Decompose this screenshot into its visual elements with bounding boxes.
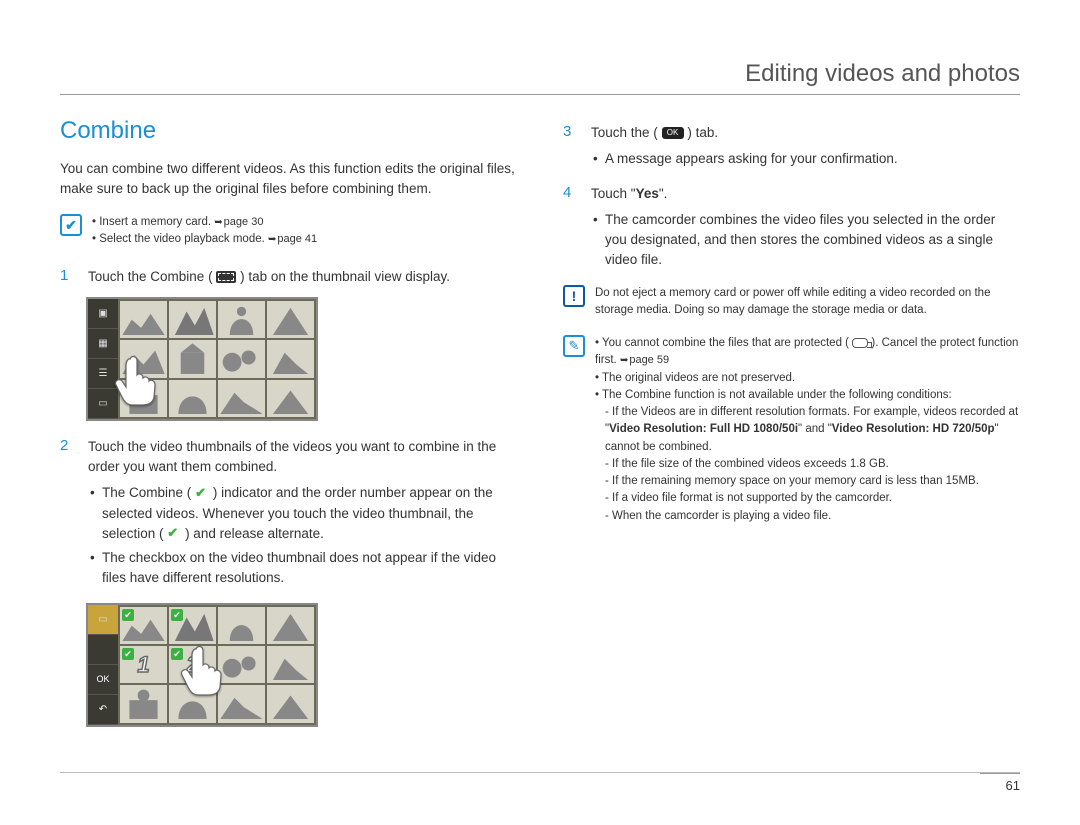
thumb-grid: ✔ ✔ ✔ 1 ✔ 2 <box>118 605 316 725</box>
info-note-item: The Combine function is not available un… <box>595 387 1020 404</box>
info-note-subitem: When the camcorder is playing a video fi… <box>605 508 1020 525</box>
step-number: 2 <box>60 437 76 593</box>
prep-note-item: Select the video playback mode. page 41 <box>92 231 317 248</box>
thumbnail-display-2: ▭ OK ↶ ✔ ✔ ✔ 1 ✔ 2 <box>86 603 318 727</box>
info-note-item: The original videos are not preserved. <box>595 370 1020 387</box>
combine-icon <box>216 271 236 283</box>
thumb-cell: ✔ <box>169 607 216 644</box>
thumb-cell <box>218 607 265 644</box>
thumb-cell <box>218 685 265 722</box>
selection-check-icon: ✔ <box>122 609 134 621</box>
thumb-cell <box>169 340 216 377</box>
info-note-list: You cannot combine the files that are pr… <box>595 335 1020 525</box>
left-column: Combine You can combine two different vi… <box>60 117 517 743</box>
footer-rule <box>60 772 1020 773</box>
step-bullets: A message appears asking for your confir… <box>591 149 1020 169</box>
manual-page: Editing videos and photos Combine You ca… <box>0 0 1080 825</box>
thumb-cell <box>169 301 216 338</box>
content-columns: Combine You can combine two different vi… <box>60 117 1020 743</box>
thumbnail-display-1: ▣ ▦ ☰ ▭ <box>86 297 318 421</box>
thumb-cell <box>267 646 314 683</box>
thumb-cell <box>267 380 314 417</box>
right-column: 3 Touch the ( ) tab. A message appears a… <box>563 117 1020 743</box>
sidebar-ok-button: OK <box>88 665 118 695</box>
page-number: 61 <box>980 773 1020 793</box>
step-4: 4 Touch "Yes". The camcorder combines th… <box>563 184 1020 275</box>
info-note-item: You cannot combine the files that are pr… <box>595 335 1020 370</box>
page-ref: page 30 <box>214 216 263 228</box>
warning-text: Do not eject a memory card or power off … <box>595 285 1020 320</box>
bullet-item: The checkbox on the video thumbnail does… <box>88 548 517 589</box>
header: Editing videos and photos <box>60 60 1020 95</box>
step-number: 1 <box>60 267 76 287</box>
step-number: 3 <box>563 123 579 174</box>
thumb-cell-selected: ✔ 2 <box>169 646 216 683</box>
step-3: 3 Touch the ( ) tab. A message appears a… <box>563 123 1020 174</box>
info-note-subitem: If the file size of the combined videos … <box>605 456 1020 473</box>
thumb-cell <box>120 380 167 417</box>
sidebar-photo-icon: ▦ <box>88 329 118 359</box>
thumb-cell-selected: ✔ 1 <box>120 646 167 683</box>
thumb-cell <box>267 301 314 338</box>
check-icon: ✔ <box>60 214 82 236</box>
prep-note-item: Insert a memory card. page 30 <box>92 214 317 231</box>
sidebar-film-icon: ☰ <box>88 359 118 389</box>
selection-order: 1 <box>120 646 167 683</box>
bullet-item: The camcorder combines the video files y… <box>591 210 1020 271</box>
thumb-cell: ✔ <box>120 607 167 644</box>
sidebar-back-button: ↶ <box>88 695 118 725</box>
thumb-sidebar: ▣ ▦ ☰ ▭ <box>88 299 118 419</box>
step-1: 1 Touch the Combine ( ) tab on the thumb… <box>60 267 517 287</box>
step-2: 2 Touch the video thumbnails of the vide… <box>60 437 517 593</box>
intro-text: You can combine two different videos. As… <box>60 159 517 198</box>
key-icon <box>852 338 868 348</box>
step-number: 4 <box>563 184 579 275</box>
green-check-icon <box>167 527 181 541</box>
info-note-subitem: If the remaining memory space on your me… <box>605 473 1020 490</box>
green-check-icon <box>195 487 209 501</box>
thumb-cell <box>218 301 265 338</box>
thumb-cell <box>267 685 314 722</box>
info-note-subitem: If the Videos are in different resolutio… <box>605 404 1020 456</box>
thumb-grid <box>118 299 316 419</box>
warning-box: ! Do not eject a memory card or power of… <box>563 285 1020 320</box>
info-note-box: ✎ You cannot combine the files that are … <box>563 335 1020 525</box>
warning-icon: ! <box>563 285 585 307</box>
thumb-cell <box>267 607 314 644</box>
thumb-cell <box>120 340 167 377</box>
ok-icon <box>662 127 684 139</box>
sidebar-combine-icon: ▭ <box>88 389 118 419</box>
prep-note-box: ✔ Insert a memory card. page 30 Select t… <box>60 214 517 249</box>
step-body: Touch the video thumbnails of the videos… <box>88 437 517 593</box>
step-bullets: The Combine ( ) indicator and the order … <box>88 483 517 588</box>
thumb-cell <box>218 380 265 417</box>
thumb-cell <box>120 301 167 338</box>
page-ref: page 59 <box>620 354 669 366</box>
selection-order: 2 <box>169 646 216 683</box>
sidebar-combine-icon: ▭ <box>88 605 118 635</box>
yes-label: Yes <box>636 186 659 201</box>
thumb-cell <box>218 646 265 683</box>
thumb-cell <box>169 685 216 722</box>
step-body: Touch the ( ) tab. A message appears ask… <box>591 123 1020 174</box>
bullet-item: A message appears asking for your confir… <box>591 149 1020 169</box>
sidebar-cam-icon: ▣ <box>88 299 118 329</box>
thumb-cell <box>120 685 167 722</box>
bullet-item: The Combine ( ) indicator and the order … <box>88 483 517 544</box>
thumb-cell <box>169 380 216 417</box>
thumb-sidebar: ▭ OK ↶ <box>88 605 118 725</box>
page-header-title: Editing videos and photos <box>60 60 1020 88</box>
step-bullets: The camcorder combines the video files y… <box>591 210 1020 271</box>
thumb-cell <box>267 340 314 377</box>
step-body: Touch the Combine ( ) tab on the thumbna… <box>88 267 517 287</box>
page-ref: page 41 <box>268 233 317 245</box>
pencil-icon: ✎ <box>563 335 585 357</box>
sidebar-spacer <box>88 635 118 665</box>
section-title: Combine <box>60 117 517 145</box>
info-note-subitem: If a video file format is not supported … <box>605 490 1020 507</box>
prep-note-list: Insert a memory card. page 30 Select the… <box>92 214 317 249</box>
selection-check-icon: ✔ <box>171 609 183 621</box>
step-body: Touch "Yes". The camcorder combines the … <box>591 184 1020 275</box>
thumb-cell <box>218 340 265 377</box>
